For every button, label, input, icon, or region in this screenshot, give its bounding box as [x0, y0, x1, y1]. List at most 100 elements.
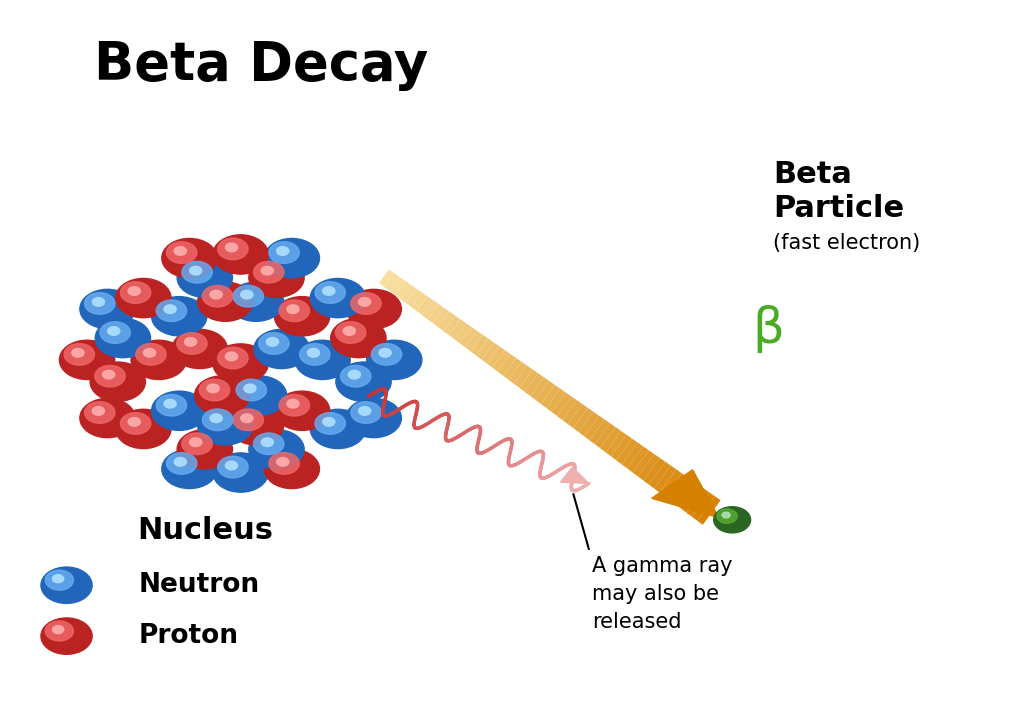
Circle shape [264, 449, 319, 489]
Circle shape [102, 370, 115, 379]
Circle shape [315, 282, 345, 303]
Circle shape [331, 318, 386, 358]
Circle shape [85, 293, 115, 314]
Text: A gamma ray
may also be
released: A gamma ray may also be released [592, 556, 732, 632]
Circle shape [182, 433, 212, 454]
Circle shape [177, 333, 207, 354]
Text: (fast electron): (fast electron) [773, 233, 921, 253]
Circle shape [177, 258, 232, 297]
Circle shape [336, 362, 391, 401]
Circle shape [358, 406, 371, 415]
Circle shape [200, 379, 229, 401]
Circle shape [213, 453, 268, 492]
Circle shape [80, 398, 135, 438]
Circle shape [52, 625, 63, 633]
Circle shape [184, 337, 197, 346]
Circle shape [307, 348, 319, 357]
Circle shape [254, 433, 284, 454]
Circle shape [287, 399, 299, 408]
Circle shape [162, 449, 217, 489]
Circle shape [85, 402, 115, 423]
Circle shape [131, 340, 186, 379]
Circle shape [210, 414, 222, 422]
Circle shape [261, 266, 273, 275]
Circle shape [722, 513, 730, 518]
Circle shape [65, 344, 94, 365]
Circle shape [358, 297, 371, 306]
Circle shape [231, 376, 287, 415]
Circle shape [52, 574, 63, 583]
Circle shape [367, 340, 422, 379]
Circle shape [136, 344, 166, 365]
Circle shape [164, 305, 176, 313]
Text: Neutron: Neutron [138, 572, 259, 598]
Circle shape [182, 262, 212, 283]
Circle shape [225, 461, 238, 470]
Circle shape [116, 409, 171, 449]
Text: Beta
Particle: Beta Particle [773, 160, 904, 222]
Circle shape [225, 352, 238, 361]
Circle shape [195, 376, 250, 415]
Circle shape [72, 348, 84, 357]
Circle shape [189, 266, 202, 275]
Circle shape [233, 409, 263, 430]
Circle shape [143, 348, 156, 357]
Circle shape [198, 282, 253, 321]
Circle shape [249, 430, 304, 469]
Circle shape [276, 246, 289, 255]
Circle shape [254, 262, 284, 283]
Circle shape [213, 235, 268, 274]
Circle shape [92, 297, 104, 306]
Circle shape [164, 399, 176, 408]
Circle shape [346, 398, 401, 438]
Circle shape [121, 413, 151, 434]
Circle shape [80, 289, 135, 329]
Circle shape [310, 409, 366, 449]
Circle shape [717, 509, 737, 523]
Circle shape [264, 238, 319, 278]
Circle shape [276, 457, 289, 466]
Circle shape [280, 300, 309, 321]
Circle shape [157, 395, 186, 416]
Circle shape [249, 258, 304, 297]
Circle shape [59, 340, 115, 379]
Circle shape [128, 286, 140, 295]
Polygon shape [560, 467, 589, 483]
Circle shape [95, 318, 151, 358]
Circle shape [198, 406, 253, 445]
Circle shape [167, 242, 197, 263]
Circle shape [315, 413, 345, 434]
Circle shape [218, 457, 248, 478]
Circle shape [189, 438, 202, 446]
Circle shape [177, 430, 232, 469]
Circle shape [372, 344, 401, 365]
Circle shape [41, 618, 92, 654]
Circle shape [218, 238, 248, 260]
Circle shape [100, 322, 130, 343]
Circle shape [323, 417, 335, 426]
Text: Proton: Proton [138, 623, 239, 649]
Circle shape [157, 300, 186, 321]
Circle shape [167, 453, 197, 474]
Circle shape [207, 384, 219, 393]
Circle shape [121, 282, 151, 303]
Circle shape [351, 402, 381, 423]
Circle shape [241, 290, 253, 299]
Circle shape [244, 384, 256, 393]
Circle shape [218, 348, 248, 369]
Polygon shape [651, 470, 719, 518]
Circle shape [210, 290, 222, 299]
Circle shape [45, 621, 74, 641]
Circle shape [241, 414, 253, 422]
Circle shape [336, 322, 366, 343]
Circle shape [348, 370, 360, 379]
Circle shape [295, 340, 350, 379]
Circle shape [152, 391, 207, 430]
Circle shape [323, 286, 335, 295]
Circle shape [300, 344, 330, 365]
Circle shape [343, 326, 355, 335]
Circle shape [174, 246, 186, 255]
Circle shape [45, 570, 74, 590]
Circle shape [203, 409, 232, 430]
Circle shape [341, 366, 371, 387]
